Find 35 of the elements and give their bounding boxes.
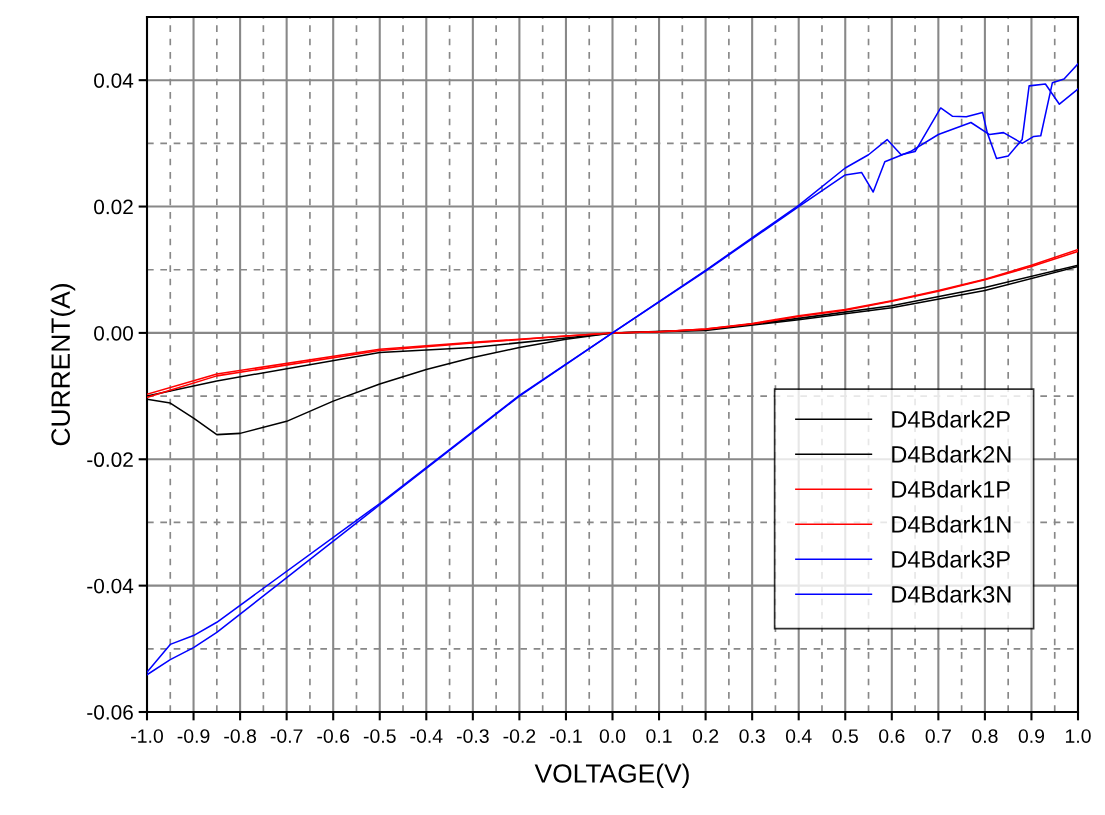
x-tick-label: -0.9 bbox=[177, 729, 210, 743]
x-tick-label: 1.0 bbox=[1065, 729, 1091, 743]
x-tick-label: -0.4 bbox=[410, 729, 443, 743]
legend-label: D4Bdark2N bbox=[892, 445, 1011, 463]
x-tick-label: 0.2 bbox=[692, 729, 719, 743]
x-tick-label: -0.1 bbox=[550, 729, 582, 743]
legend-label: D4Bdark1N bbox=[892, 515, 1011, 533]
legend-label: D4Bdark3P bbox=[892, 550, 1010, 568]
y-tick-label: -0.02 bbox=[87, 452, 133, 468]
x-tick-label: 0.0 bbox=[599, 729, 626, 743]
y-axis-title: CURRENT(A) bbox=[50, 284, 76, 446]
y-tick-label: 0.02 bbox=[94, 199, 133, 215]
x-tick-label: 0.3 bbox=[739, 729, 765, 743]
x-tick-label: -0.7 bbox=[270, 729, 303, 743]
y-tick-label: -0.06 bbox=[87, 705, 133, 720]
legend-label: D4Bdark1P bbox=[892, 480, 1010, 498]
x-tick-label: -0.2 bbox=[503, 729, 536, 743]
x-tick-label: 0.8 bbox=[972, 729, 998, 743]
x-tick-label: 0.9 bbox=[1018, 729, 1045, 743]
y-tick-label: 0.00 bbox=[94, 325, 133, 341]
x-tick-label: -0.6 bbox=[317, 729, 350, 743]
y-tick-label: 0.04 bbox=[94, 73, 134, 88]
x-axis-title: VOLTAGE(V) bbox=[534, 763, 689, 789]
legend-label: D4Bdark3N bbox=[892, 585, 1011, 603]
y-tick-label: -0.04 bbox=[87, 578, 134, 594]
x-tick-label: -0.8 bbox=[224, 729, 257, 743]
x-tick-label: -1.0 bbox=[131, 729, 163, 743]
x-tick-label: 0.7 bbox=[925, 729, 951, 743]
x-tick-label: 0.4 bbox=[785, 729, 812, 743]
x-tick-label: 0.1 bbox=[646, 729, 672, 743]
x-tick-label: 0.6 bbox=[879, 729, 905, 743]
x-tick-label: 0.5 bbox=[832, 729, 858, 743]
x-tick-label: -0.5 bbox=[363, 729, 396, 743]
x-tick-label: -0.3 bbox=[456, 729, 489, 743]
legend-label: D4Bdark2P bbox=[892, 410, 1010, 428]
